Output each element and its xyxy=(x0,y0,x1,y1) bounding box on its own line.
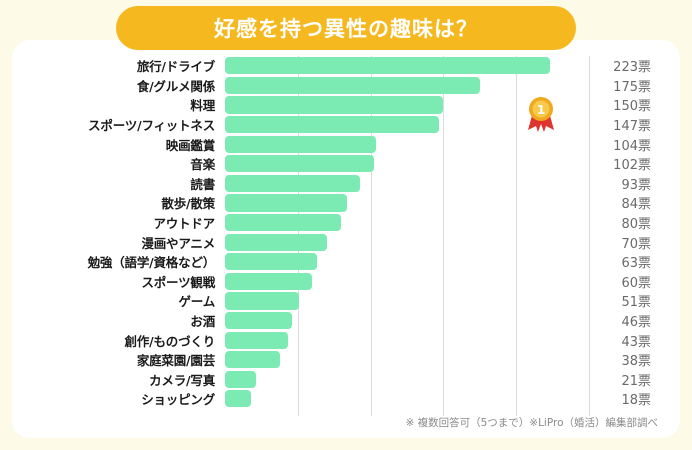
bar xyxy=(225,174,361,192)
bar xyxy=(225,135,377,153)
vote-count: 46票 xyxy=(621,315,651,331)
bar xyxy=(225,155,374,173)
vote-count: 147票 xyxy=(613,119,651,135)
medal-rank-number: 1 xyxy=(537,103,545,117)
bar xyxy=(225,292,300,310)
page-title: 好感を持つ異性の趣味は？ xyxy=(214,17,478,41)
bar-track xyxy=(225,311,589,331)
bar-track xyxy=(225,154,589,174)
vote-count: 175票 xyxy=(613,79,651,95)
bar-track xyxy=(225,56,589,76)
bar xyxy=(225,311,292,330)
vote-count: 38票 xyxy=(621,354,651,370)
chart-row: 散歩/散策 84票 xyxy=(12,193,680,213)
bar-chart: 旅行/ドライブ 223票食/グルメ関係 175票料理 150票スポーツ/フィットネス 1… xyxy=(12,56,680,416)
category-label: 音楽 xyxy=(190,157,215,173)
chart-row: アウトドア 80票 xyxy=(12,213,680,233)
category-label: 創作/ものづくり xyxy=(124,333,216,349)
chart-card: 旅行/ドライブ 223票食/グルメ関係 175票料理 150票スポーツ/フィットネス 1… xyxy=(12,40,680,438)
chart-row: 家庭菜園/園芸 38票 xyxy=(12,350,680,370)
bar xyxy=(225,194,348,212)
category-label: 食/グルメ関係 xyxy=(136,78,215,94)
bar-track xyxy=(225,232,589,252)
chart-row: 旅行/ドライブ 223票 xyxy=(12,56,680,76)
bar-track xyxy=(225,76,589,96)
bar-track xyxy=(225,272,589,292)
vote-count: 70票 xyxy=(621,236,651,252)
category-label: 漫画やアニメ xyxy=(141,235,215,251)
bar xyxy=(225,272,313,290)
chart-row: スポーツ/フィットネス 147票 xyxy=(12,115,680,135)
bar-track xyxy=(225,134,589,154)
bar xyxy=(225,213,342,232)
vote-count: 63票 xyxy=(621,256,651,272)
chart-row: 食/グルメ関係 175票 xyxy=(12,76,680,96)
bar xyxy=(225,96,444,114)
category-label: 旅行/ドライブ xyxy=(136,59,215,75)
chart-row: 創作/ものづくり 43票 xyxy=(12,330,680,350)
category-label: 料理 xyxy=(190,98,215,114)
bar-track xyxy=(225,291,589,311)
bar-track xyxy=(225,370,589,390)
vote-count: 43票 xyxy=(621,334,651,350)
category-label: 家庭菜園/園芸 xyxy=(136,353,215,369)
bar xyxy=(225,115,440,134)
bar xyxy=(225,233,327,251)
vote-count: 150票 xyxy=(613,99,651,115)
bar xyxy=(225,351,281,369)
bar-track xyxy=(225,389,589,409)
bar-track xyxy=(225,350,589,370)
chart-row: お酒 46票 xyxy=(12,311,680,331)
chart-row: 読書 93票 xyxy=(12,174,680,194)
chart-row: スポーツ観戦 60票 xyxy=(12,272,680,292)
chart-row: 勉強（語学/資格など） 63票 xyxy=(12,252,680,272)
category-label: ゲーム xyxy=(178,294,215,310)
vote-count: 102票 xyxy=(613,158,651,174)
category-label: 勉強（語学/資格など） xyxy=(87,255,216,271)
bar-track xyxy=(225,252,589,272)
chart-row: ゲーム 51票 xyxy=(12,291,680,311)
vote-count: 21票 xyxy=(621,373,651,389)
category-label: ショッピング xyxy=(141,392,215,408)
chart-row: 音楽 102票 xyxy=(12,154,680,174)
bar xyxy=(225,370,256,388)
bar xyxy=(225,331,288,349)
bar-track xyxy=(225,95,589,115)
category-label: お酒 xyxy=(190,314,215,330)
vote-count: 84票 xyxy=(621,197,651,213)
bar-track xyxy=(225,213,589,233)
bar-track xyxy=(225,330,589,350)
category-label: カメラ/写真 xyxy=(149,372,215,388)
vote-count: 104票 xyxy=(613,138,651,154)
bar-track xyxy=(225,115,589,135)
category-label: スポーツ/フィットネス xyxy=(88,118,215,134)
vote-count: 18票 xyxy=(621,393,651,409)
bar-track xyxy=(225,193,589,213)
vote-count: 80票 xyxy=(621,217,651,233)
bar xyxy=(225,390,252,408)
vote-count: 93票 xyxy=(621,177,651,193)
category-label: 映画鑑賞 xyxy=(165,137,215,153)
category-label: スポーツ観戦 xyxy=(141,274,215,290)
bar xyxy=(225,253,317,271)
category-label: 読書 xyxy=(190,176,215,192)
category-label: アウトドア xyxy=(153,216,215,232)
chart-title-banner: 好感を持つ異性の趣味は？ xyxy=(116,6,576,50)
footer-note: ※ 複数回答可（5つまで）※LiPro（婚活）編集部調べ xyxy=(405,417,658,429)
gold-medal-rank-1-icon: 1 xyxy=(524,96,558,140)
chart-row: 料理 150票 xyxy=(12,95,680,115)
vote-count: 51票 xyxy=(621,295,651,311)
vote-count: 223票 xyxy=(613,60,651,76)
bar-track xyxy=(225,174,589,194)
bar xyxy=(225,76,480,94)
bar xyxy=(225,57,550,75)
chart-row: 映画鑑賞 104票 xyxy=(12,134,680,154)
chart-row: 漫画やアニメ 70票 xyxy=(12,232,680,252)
vote-count: 60票 xyxy=(621,275,651,291)
chart-row: ショッピング 18票 xyxy=(12,389,680,409)
chart-row: カメラ/写真 21票 xyxy=(12,370,680,390)
category-label: 散歩/散策 xyxy=(161,196,215,212)
